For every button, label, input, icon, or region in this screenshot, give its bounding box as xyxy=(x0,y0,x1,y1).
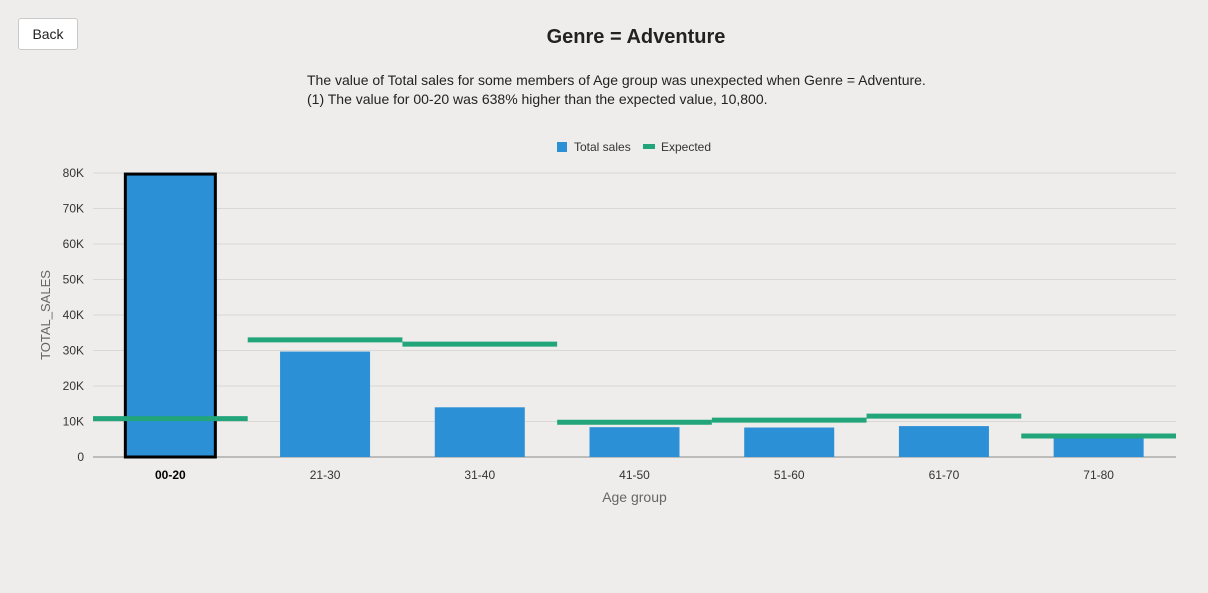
legend-label: Expected xyxy=(661,140,711,154)
x-tick-label: 00-20 xyxy=(155,468,186,482)
bar xyxy=(744,427,835,457)
x-tick-label: 51-60 xyxy=(774,468,805,482)
description-line: (1) The value for 00-20 was 638% higher … xyxy=(307,91,768,107)
x-tick-label: 21-30 xyxy=(310,468,341,482)
x-tick-label: 41-50 xyxy=(619,468,650,482)
bar xyxy=(898,426,989,457)
bar xyxy=(589,427,680,457)
x-axis-title: Age group xyxy=(602,489,667,505)
y-tick-label: 40K xyxy=(63,308,84,322)
y-tick-label: 50K xyxy=(63,273,84,287)
y-tick-label: 60K xyxy=(63,237,84,251)
chart-title: Genre = Adventure xyxy=(546,26,726,48)
bar xyxy=(434,407,525,457)
bar xyxy=(1053,436,1144,457)
y-tick-label: 20K xyxy=(63,379,84,393)
description-line: The value of Total sales for some member… xyxy=(307,72,926,88)
y-axis-title: TOTAL_SALES xyxy=(38,270,53,360)
x-tick-label: 71-80 xyxy=(1083,468,1114,482)
legend-swatch-total-sales xyxy=(557,142,567,152)
bar xyxy=(280,351,371,457)
x-tick-label: 31-40 xyxy=(464,468,495,482)
y-tick-label: 70K xyxy=(63,202,84,216)
bar xyxy=(123,172,217,459)
y-tick-label: 0 xyxy=(77,450,84,464)
y-tick-label: 10K xyxy=(63,415,84,429)
legend-label: Total sales xyxy=(574,140,631,154)
back-button[interactable]: Back xyxy=(18,18,78,50)
y-tick-label: 30K xyxy=(63,344,84,358)
y-tick-label: 80K xyxy=(63,166,84,180)
x-tick-label: 61-70 xyxy=(929,468,960,482)
legend-swatch-expected xyxy=(643,144,655,149)
chart-description: The value of Total sales for some member… xyxy=(307,71,926,109)
legend: Total sales Expected xyxy=(557,140,711,154)
